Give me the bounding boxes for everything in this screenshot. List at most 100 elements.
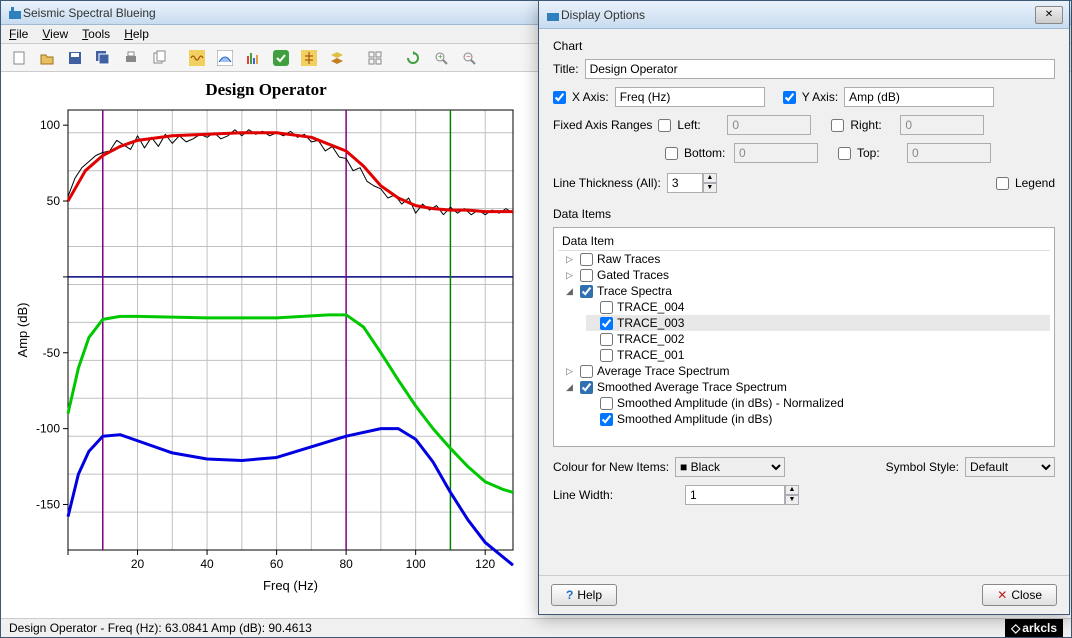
colour-select[interactable]: ■ Black [675, 457, 785, 477]
bottom-checkbox[interactable] [665, 147, 678, 160]
tree-item[interactable]: TRACE_003 [586, 315, 1050, 331]
menu-view[interactable]: View [42, 27, 68, 41]
yaxis-label: Y Axis: [802, 90, 838, 104]
line-width-spinner[interactable]: ▲▼ [685, 485, 799, 505]
chart-panel: Design Operator 20406080100120-150-100-5… [1, 72, 531, 618]
tree-item[interactable]: TRACE_002 [586, 331, 1050, 347]
trace-icon[interactable] [185, 46, 209, 70]
right-input[interactable] [900, 115, 984, 135]
symbol-select[interactable]: Default [965, 457, 1055, 477]
wavelet-icon[interactable] [297, 46, 321, 70]
spinner-down-icon[interactable]: ▼ [703, 183, 717, 193]
right-label: Right: [850, 118, 894, 132]
svg-text:60: 60 [270, 557, 284, 571]
tree-checkbox[interactable] [600, 397, 613, 410]
legend-label: Legend [1015, 176, 1055, 190]
tree-checkbox[interactable] [600, 301, 613, 314]
tree-checkbox[interactable] [580, 365, 593, 378]
tree-checkbox[interactable] [600, 413, 613, 426]
spinner-up-icon[interactable]: ▲ [785, 485, 799, 495]
bottom-input[interactable] [734, 143, 818, 163]
yaxis-input[interactable] [844, 87, 994, 107]
xaxis-label: X Axis: [572, 90, 609, 104]
tree-item[interactable]: ◢Smoothed Average Trace Spectrum [566, 379, 1050, 395]
grid-icon[interactable] [363, 46, 387, 70]
copy-icon[interactable] [147, 46, 171, 70]
dialog-close-x[interactable]: ✕ [1035, 6, 1063, 24]
line-width-input[interactable] [685, 485, 785, 505]
tree-checkbox[interactable] [600, 317, 613, 330]
chart-area[interactable]: 20406080100120-150-100-5050100Freq (Hz)A… [13, 100, 523, 610]
new-icon[interactable] [7, 46, 31, 70]
tree-checkbox[interactable] [580, 253, 593, 266]
tree-item[interactable]: ▷Average Trace Spectrum [566, 363, 1050, 379]
menu-file[interactable]: File [9, 27, 28, 41]
svg-text:+: + [438, 52, 443, 61]
tree-item[interactable]: TRACE_004 [586, 299, 1050, 315]
help-button[interactable]: ?Help [551, 584, 617, 606]
spinner-down-icon[interactable]: ▼ [785, 495, 799, 505]
brand-logo: ◇arkcls [1005, 619, 1063, 637]
line-thickness-spinner[interactable]: ▲▼ [667, 173, 717, 193]
tree-checkbox[interactable] [600, 349, 613, 362]
left-input[interactable] [727, 115, 811, 135]
close-button[interactable]: ✕Close [982, 584, 1057, 606]
tree-checkbox[interactable] [580, 381, 593, 394]
tree-item[interactable]: ◢Trace Spectra [566, 283, 1050, 299]
title-input[interactable] [585, 59, 1055, 79]
tree-label: Average Trace Spectrum [597, 364, 730, 378]
spectrum-icon[interactable] [213, 46, 237, 70]
line-thickness-input[interactable] [667, 173, 703, 193]
tree-item[interactable]: TRACE_001 [586, 347, 1050, 363]
xaxis-input[interactable] [615, 87, 765, 107]
save-icon[interactable] [63, 46, 87, 70]
save-all-icon[interactable] [91, 46, 115, 70]
tree-item[interactable]: ▷Raw Traces [566, 251, 1050, 267]
check-icon[interactable] [269, 46, 293, 70]
bottom-label: Bottom: [684, 146, 728, 160]
tree-item[interactable]: ▷Gated Traces [566, 267, 1050, 283]
zoom-in-icon[interactable]: + [429, 46, 453, 70]
open-icon[interactable] [35, 46, 59, 70]
display-options-dialog: Display Options ✕ Chart Title: X Axis: Y… [538, 0, 1070, 615]
tree-item[interactable]: Smoothed Amplitude (in dBs) [586, 411, 1050, 427]
dialog-icon [545, 7, 561, 23]
svg-text:80: 80 [339, 557, 353, 571]
svg-text:Amp (dB): Amp (dB) [15, 302, 30, 357]
left-checkbox[interactable] [658, 119, 671, 132]
dialog-titlebar: Display Options ✕ [539, 1, 1069, 29]
svg-text:-100: -100 [36, 422, 60, 436]
svg-text:−: − [466, 52, 471, 61]
tree-label: TRACE_004 [617, 300, 684, 314]
tree-header: Data Item [558, 232, 1050, 251]
svg-text:20: 20 [131, 557, 145, 571]
bars-icon[interactable] [241, 46, 265, 70]
tree-checkbox[interactable] [600, 333, 613, 346]
print-icon[interactable] [119, 46, 143, 70]
dialog-body: Chart Title: X Axis: Y Axis: Fixed Axis … [539, 29, 1069, 575]
yaxis-checkbox[interactable] [783, 91, 796, 104]
legend-checkbox[interactable] [996, 177, 1009, 190]
top-checkbox[interactable] [838, 147, 851, 160]
data-items-tree[interactable]: Data Item ▷Raw Traces▷Gated Traces◢Trace… [553, 227, 1055, 447]
tree-item[interactable]: Smoothed Amplitude (in dBs) - Normalized [586, 395, 1050, 411]
svg-text:-50: -50 [43, 346, 61, 360]
spinner-up-icon[interactable]: ▲ [703, 173, 717, 183]
top-input[interactable] [907, 143, 991, 163]
tree-label: TRACE_003 [617, 316, 684, 330]
menu-tools[interactable]: Tools [82, 27, 110, 41]
left-label: Left: [677, 118, 721, 132]
layers-icon[interactable] [325, 46, 349, 70]
menu-help[interactable]: Help [124, 27, 149, 41]
zoom-out-icon[interactable]: − [457, 46, 481, 70]
svg-text:-150: -150 [36, 497, 60, 511]
dialog-title: Display Options [561, 8, 1035, 22]
tree-label: Trace Spectra [597, 284, 672, 298]
tree-checkbox[interactable] [580, 269, 593, 282]
refresh-icon[interactable] [401, 46, 425, 70]
xaxis-checkbox[interactable] [553, 91, 566, 104]
status-text: Design Operator - Freq (Hz): 63.0841 Amp… [9, 621, 312, 635]
tree-checkbox[interactable] [580, 285, 593, 298]
right-checkbox[interactable] [831, 119, 844, 132]
tree-label: Raw Traces [597, 252, 660, 266]
